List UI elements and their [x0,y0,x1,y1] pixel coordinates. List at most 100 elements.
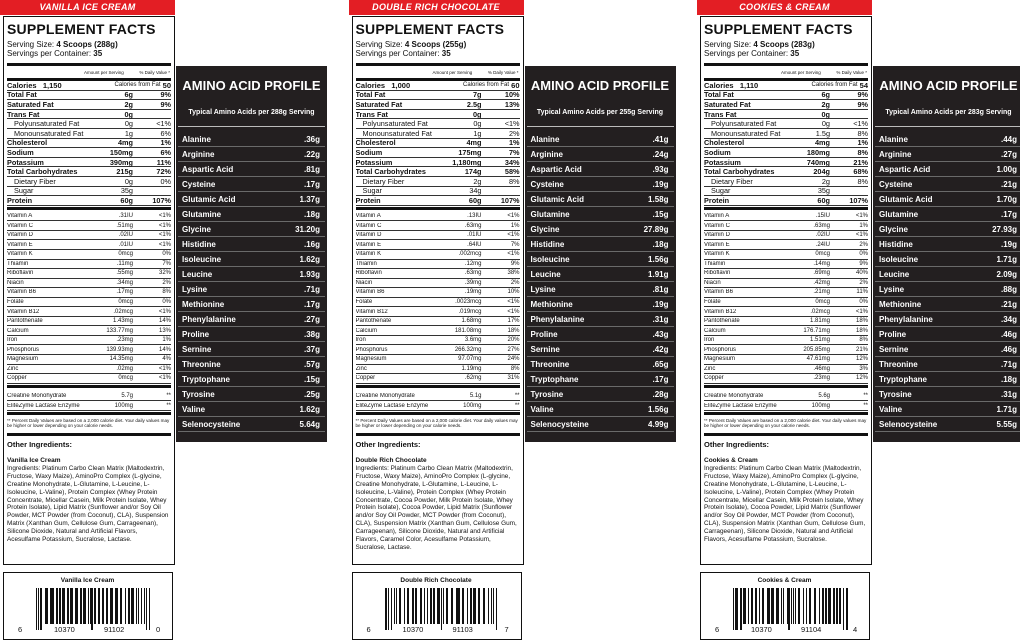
nutrient-dv: <1% [158,375,171,382]
barcode-bar [120,588,123,624]
amino-amount: .42g [652,344,669,354]
nutrient-name: Potassium [704,157,741,167]
sub-nutrient-row: Calcium 181.08mg 18% [355,326,520,336]
nutrient-name: Calcium [355,327,378,334]
sub-nutrient-row: Copper .23mg 12% [704,374,868,384]
nutrient-dv: <1% [855,308,868,315]
amino-amount: .17g [303,299,320,309]
nutrient-dv: 31% [507,375,520,382]
servings: Servings per Container: 35 [704,49,799,58]
amino-row: Leucine 1.91g [526,267,674,282]
nutrient-amount: 0mcg [118,299,133,306]
amino-row: Phenylalanine .27g [178,312,325,327]
nutrient-row: Sodium 175mg 7% [355,147,520,158]
nutrient-amount: 0mcg [815,299,830,306]
amino-name: Arginine [530,149,563,159]
amino-amount: 1.00g [996,164,1017,174]
nutrient-dv: 2% [162,279,171,286]
amino-amount: 27.89g [643,224,669,234]
amino-name: Sernine [182,344,212,354]
serving-size-label: Serving Size: [355,40,403,49]
amino-row: Valine 1.62g [178,402,325,417]
amino-row: Tyrosine .31g [875,387,1020,402]
amino-row: Tryptophane .17g [526,372,674,387]
barcode-digits: 91102 [104,625,125,634]
barcode-bar [419,588,421,624]
sub-nutrient-row: Vitamin K 0mcg 0% [704,250,868,260]
amino-name: Arginine [879,149,912,159]
calories-fat-value: 60 [511,80,520,90]
nutrient-dv: 0% [859,251,868,258]
calories-label: Calories [704,80,734,90]
amino-row: Glutamine .18g [178,207,325,222]
amino-row: Selenocysteine 5.55g [875,417,1020,432]
nutrient-name: Copper [704,375,724,382]
sub-nutrient-row: Vitamin B6 .21mg 11% [704,288,868,298]
amino-row: Glycine 31.20g [178,222,325,237]
sub-nutrient-row: Phosphorus 266.32mg 27% [355,346,520,356]
nutrient-amount: 1g [124,128,133,138]
amino-amount: .16g [303,239,320,249]
supplement-facts: SUPPLEMENT FACTS Serving Size: 4 Scoops (… [700,16,872,565]
sub-nutrient-row: Vitamin C .63mg 1% [355,221,520,231]
barcode-name: Vanilla Ice Cream [60,577,115,584]
nutrient-dv: 7% [508,147,520,157]
amino-amount: .18g [1000,374,1017,384]
amino-row: Arginine .27g [875,147,1020,162]
amino-amount: 5.55g [996,419,1017,429]
panel: DOUBLE RICH CHOCOLATE SUPPLEMENT FACTS Ser… [348,0,679,644]
barcode-digits: 6 [366,625,371,634]
barcode-bar [75,588,78,624]
nutrient-name: Thiamin [704,260,726,267]
nutrient-name: Protein [7,195,33,205]
nutrient-amount: 4mg [466,138,482,148]
amino-subtitle: Typical Amino Acids per 288g Serving [188,109,315,116]
nutrient-name: Vitamin E [704,241,730,248]
amino-subtitle: Typical Amino Acids per 283g Serving [885,109,1012,116]
sub-nutrient-row: Vitamin E .24IU 2% [704,240,868,250]
nutrient-row: Total Fat 7g 10% [355,90,520,101]
nutrient-amount: 1.68mg [461,318,482,325]
barcode-bar [94,588,96,624]
amino-amount: 1.56g [648,254,669,264]
nutrient-dv: ** [514,392,520,399]
sub-nutrient-row: Monounsaturated Fat 1g 6% [7,129,171,139]
nutrient-name: Folate [355,299,373,306]
nutrient-dv: 0% [162,299,171,306]
sub-nutrient-row: Iron 3.6mg 20% [355,336,520,346]
nutrient-name: Polyunsaturated Fat [711,119,777,129]
amino-amount: 27.93g [992,224,1017,234]
amino-name: Cysteine [182,179,216,189]
barcode-bar [836,588,838,624]
nutrient-dv: 4% [162,356,171,363]
nutrient-dv: 8% [162,289,171,296]
nutrient-name: Pantothenate [704,318,740,325]
nutrient-dv: <1% [507,299,520,306]
amino-row: Isoleucine 1.71g [875,252,1020,267]
amino-name: Histidine [530,239,565,249]
nutrient-name: Dietary Fiber [711,176,753,186]
amino-name: Tyrosine [530,389,564,399]
nutrient-dv: 34% [504,157,520,167]
sub-nutrient-row: Folate 0mcg 0% [7,298,171,308]
serving-size: Serving Size: 4 Scoops (283g) [704,40,815,49]
barcode-bar [487,588,490,624]
amino-amount: 1.62g [299,404,320,414]
nutrient-dv: 58% [504,167,520,177]
amino-amount: .19g [1000,239,1017,249]
amino-amount: .37g [303,344,320,354]
sub-nutrient-row: Sugar 34g [355,186,520,197]
nutrient-row: Trans Fat 0g [704,110,868,120]
amino-row: Valine 1.71g [875,402,1020,417]
amino-amount: .27g [1000,149,1017,159]
nutrient-amount: .15IU [815,213,830,220]
flavor-tab: DOUBLE RICH CHOCOLATE [348,0,524,15]
barcode-bar [91,588,93,630]
nutrient-dv: 14% [158,346,171,353]
nutrient-dv: 8% [859,337,868,344]
amino-row: Glutamine .15g [526,207,674,222]
nutrient-dv: 9% [859,260,868,267]
nutrient-row: Protein 60g 107% [704,196,868,206]
sub-nutrient-row: Vitamin B12 .019mcg <1% [355,307,520,317]
